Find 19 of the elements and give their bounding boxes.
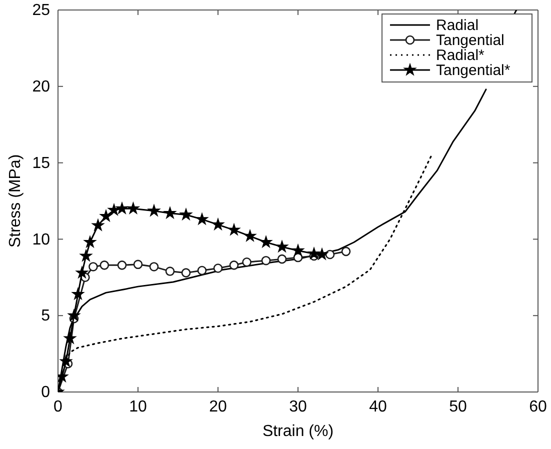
y-tick-label: 20 (32, 78, 50, 96)
y-tick-label: 5 (41, 308, 50, 325)
x-tick-label: 60 (529, 398, 547, 416)
legend-label: Tangential* (436, 62, 510, 79)
x-tick-label: 0 (54, 398, 63, 416)
y-tick-label: 0 (41, 384, 50, 402)
x-tick-label: 10 (129, 398, 147, 416)
x-tick-label: 50 (449, 398, 467, 416)
y-tick-label: 25 (32, 2, 50, 20)
x-tick-label: 20 (209, 398, 227, 416)
legend-label: Radial* (436, 47, 485, 64)
y-axis-title: Stress (MPa) (7, 154, 24, 248)
y-tick-label: 15 (32, 154, 50, 172)
x-axis-title: Strain (%) (262, 423, 334, 440)
legend-label: Radial (436, 17, 479, 34)
x-tick-label: 30 (289, 398, 307, 416)
legend-label: Tangential (436, 32, 504, 49)
x-tick-label: 40 (369, 398, 387, 416)
y-tick-label: 10 (32, 231, 50, 248)
